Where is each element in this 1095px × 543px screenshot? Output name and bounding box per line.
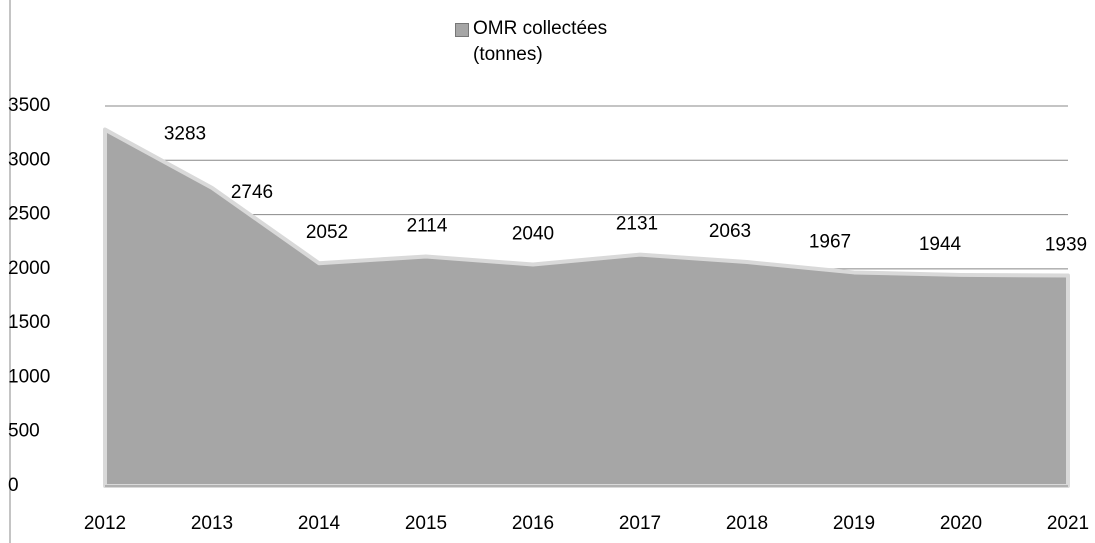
x-tick-label: 2016	[512, 513, 554, 534]
x-tick-label: 2013	[191, 513, 233, 534]
area	[103, 127, 1070, 488]
y-tick-label: 2000	[8, 258, 50, 279]
x-tick-label: 2012	[84, 513, 126, 534]
data-label: 2114	[407, 215, 448, 236]
x-tick-label: 2020	[940, 513, 982, 534]
y-tick-label: 2500	[8, 204, 50, 225]
data-label: 2052	[306, 222, 348, 243]
y-tick-label: 3000	[8, 149, 50, 170]
y-tick-label: 500	[8, 421, 40, 442]
data-label: 2040	[512, 224, 554, 245]
legend-swatch	[455, 23, 469, 37]
y-tick-label: 3500	[8, 95, 50, 116]
data-label: 1967	[809, 231, 851, 252]
y-tick-label: 1500	[8, 312, 50, 333]
y-tick-label: 0	[8, 475, 19, 496]
x-tick-label: 2019	[833, 513, 875, 534]
x-tick-label: 2021	[1047, 513, 1089, 534]
data-label: 2063	[709, 221, 751, 242]
data-label: 1944	[919, 234, 962, 255]
x-tick-label: 2018	[726, 513, 768, 534]
data-label: 3283	[164, 124, 206, 145]
x-tick-label: 2015	[405, 513, 447, 534]
data-label: 2746	[231, 182, 273, 203]
legend: OMR collectées (tonnes)	[455, 16, 645, 68]
data-label: 1939	[1045, 234, 1087, 255]
x-tick-label: 2017	[619, 513, 661, 534]
data-label: 2131	[616, 214, 658, 235]
legend-label: OMR collectées (tonnes)	[473, 18, 608, 65]
x-tick-label: 2014	[298, 513, 341, 534]
y-tick-label: 1000	[8, 366, 50, 387]
